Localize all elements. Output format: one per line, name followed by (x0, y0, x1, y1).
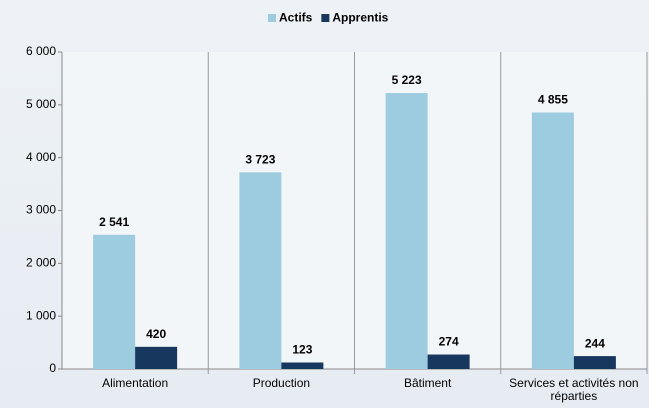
x-tick-label: Services et activités non réparties (509, 376, 639, 403)
y-tick-label: 5 000 (26, 97, 56, 111)
data-label: 244 (585, 336, 605, 350)
x-tick-label: Production (252, 376, 311, 390)
y-tick-label: 4 000 (26, 150, 56, 164)
y-tick-label: 6 000 (26, 44, 56, 58)
bar (385, 93, 428, 369)
x-tick-label: Bâtiment (403, 376, 452, 390)
bar (531, 112, 574, 369)
data-label: 274 (439, 335, 459, 349)
data-label: 4 855 (538, 93, 568, 107)
bar (573, 356, 616, 369)
y-tick-label: 2 000 (26, 256, 56, 270)
y-tick-label: 3 000 (26, 203, 56, 217)
y-tick-label: 1 000 (26, 308, 56, 322)
data-label: 3 723 (245, 152, 275, 166)
legend-label: Apprentis (332, 11, 388, 25)
data-label: 420 (146, 327, 166, 341)
data-label: 2 541 (99, 215, 129, 229)
y-tick-label: 0 (49, 361, 56, 375)
legend-swatch (268, 14, 276, 22)
x-tick-label: Alimentation (102, 376, 169, 390)
data-label: 5 223 (392, 73, 422, 87)
bar (427, 354, 470, 369)
bar (93, 234, 136, 369)
bar (135, 346, 178, 369)
legend-swatch (321, 14, 330, 22)
bar (239, 172, 282, 369)
data-label: 123 (292, 343, 312, 357)
legend-label: Actifs (279, 11, 313, 25)
bar (281, 362, 324, 369)
